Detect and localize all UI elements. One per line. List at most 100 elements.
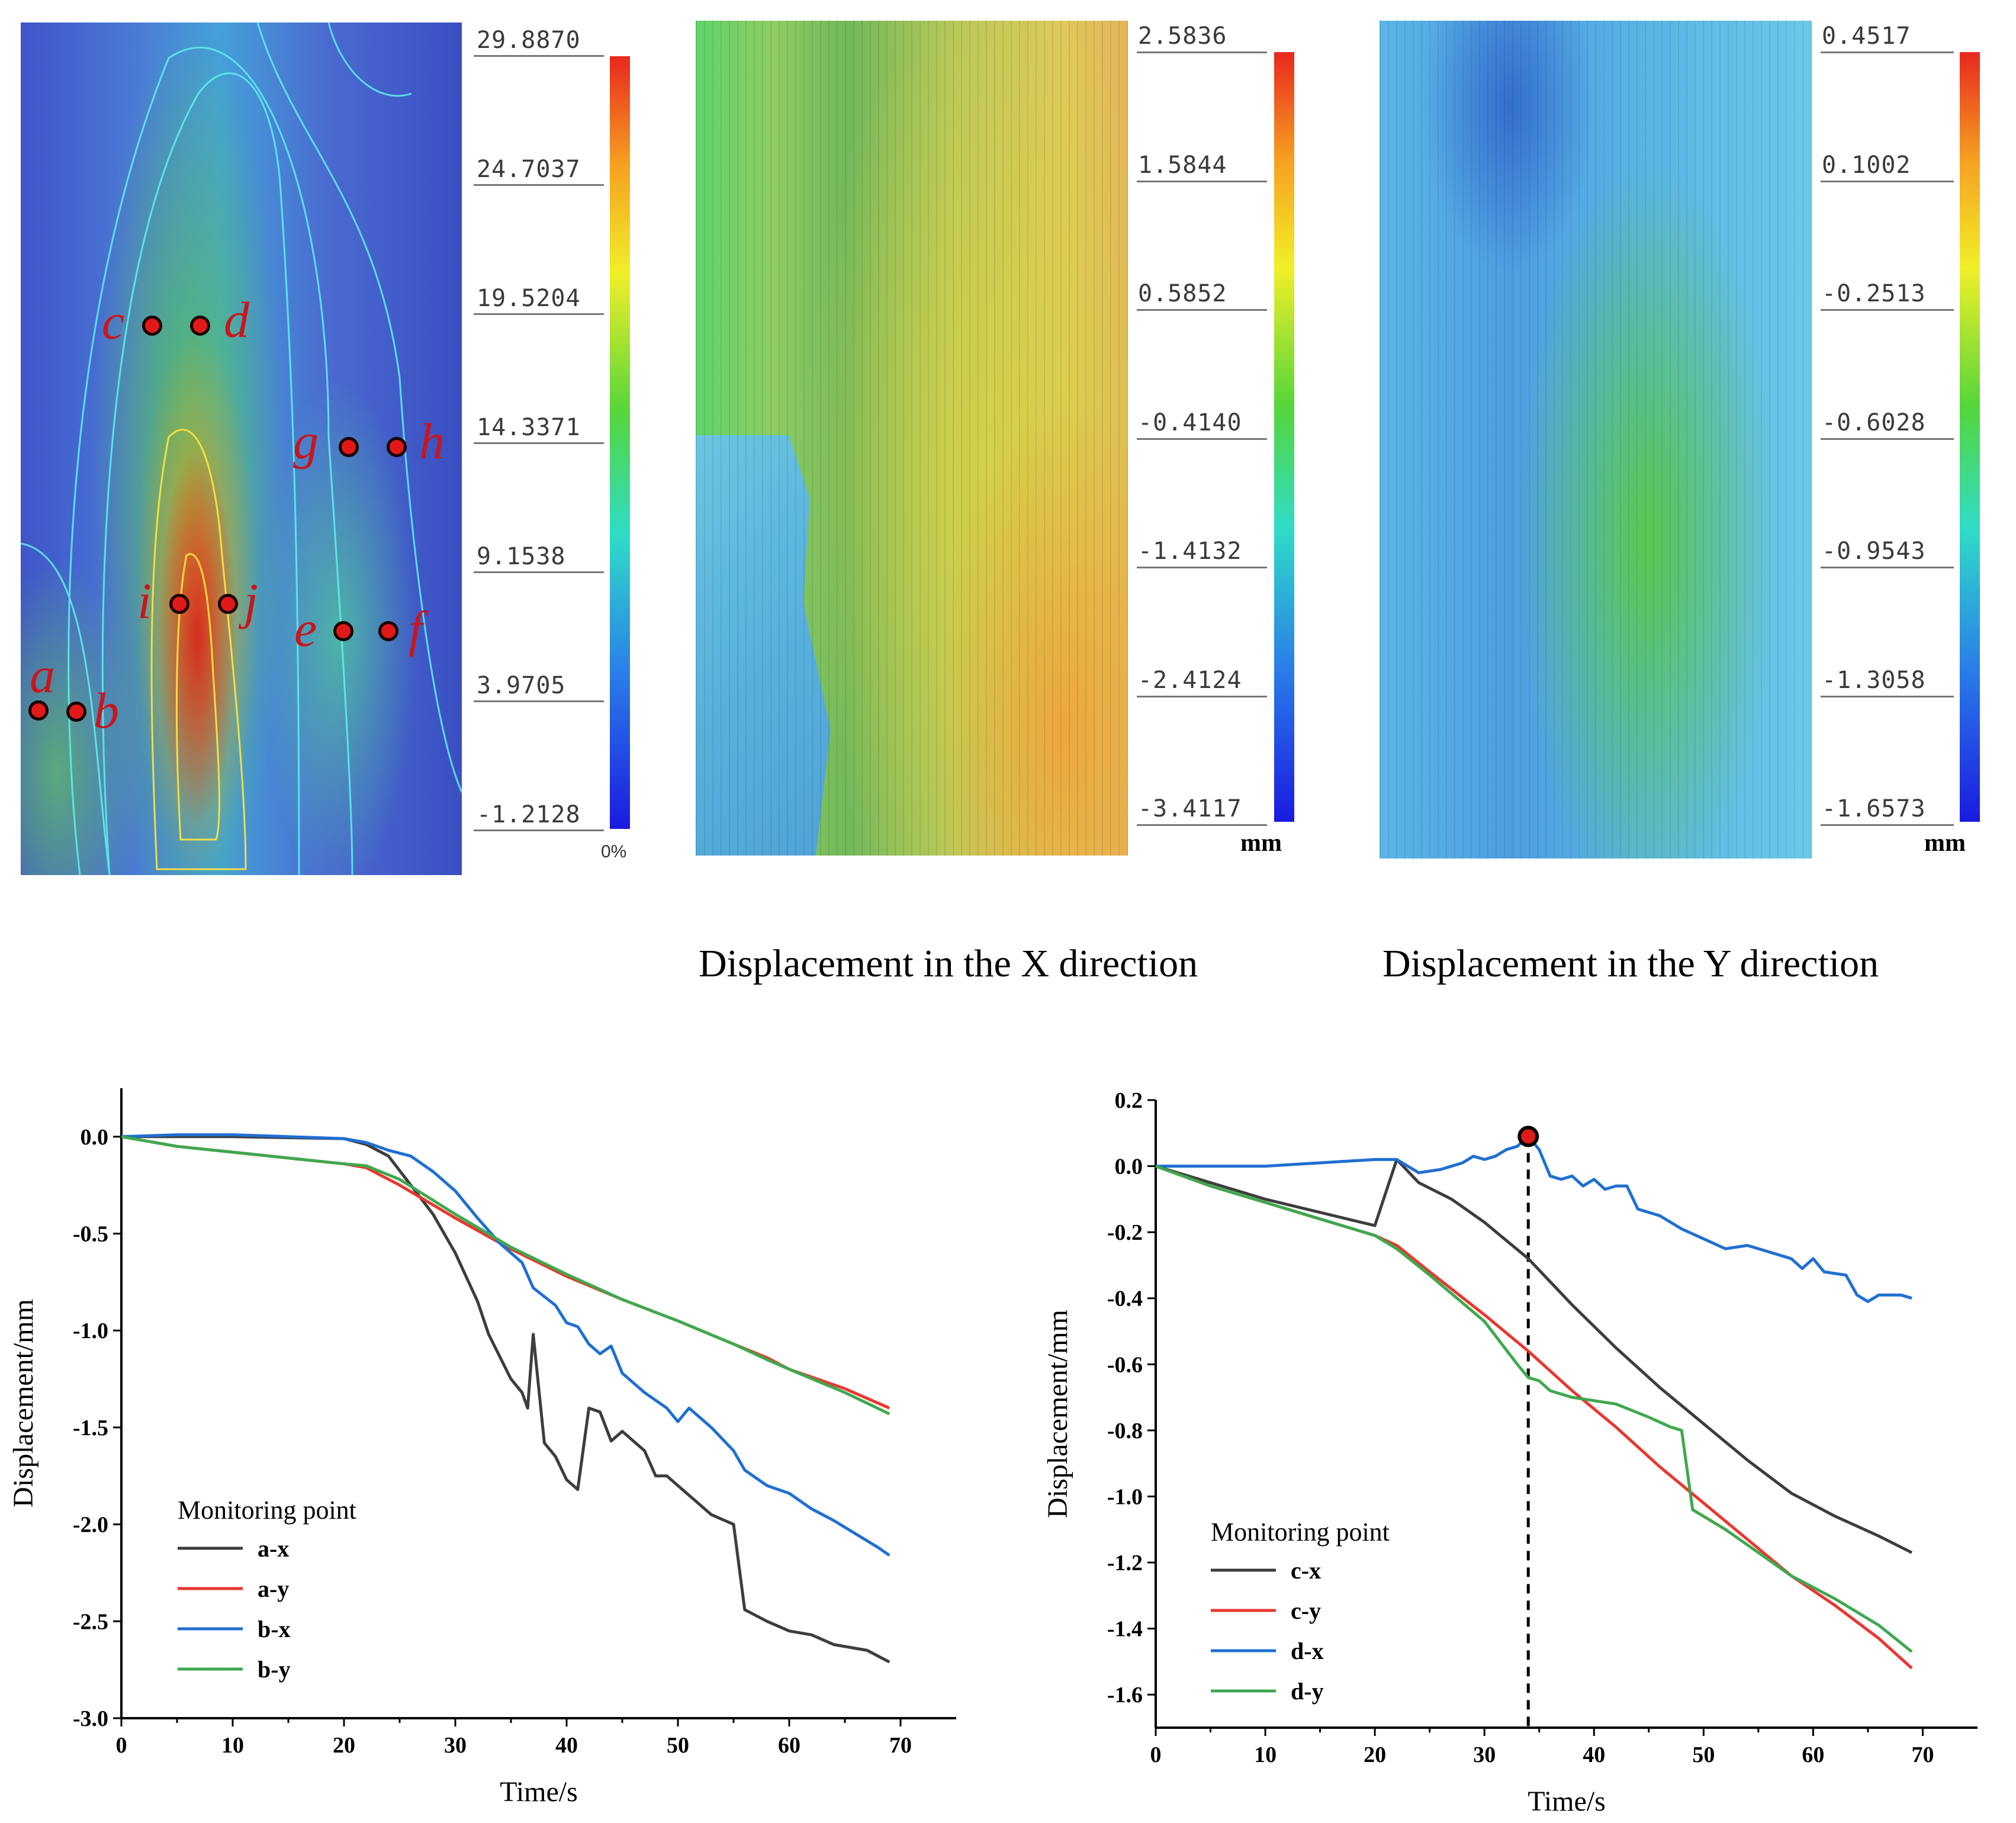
monitoring-point-j (218, 594, 238, 614)
strain-scale-label: -1.2128 (477, 801, 581, 828)
y-tick-label: -0.8 (1107, 1419, 1143, 1443)
x-unit-label: mm (1240, 829, 1282, 857)
x-tick-label: 50 (667, 1733, 689, 1758)
x-tick-label: 40 (555, 1733, 578, 1758)
y-tick-label: 0.2 (1115, 1088, 1143, 1113)
series-line-c-y (1155, 1165, 1913, 1670)
monitoring-point-a (28, 700, 49, 721)
monitoring-point-i (169, 594, 189, 614)
legend-label-b-y: b-y (258, 1656, 291, 1683)
x-tick-label: 20 (333, 1733, 355, 1758)
monitoring-point-g (339, 437, 359, 457)
x-scale-label: -2.4124 (1138, 667, 1242, 694)
displacement-chart-cd: 0 10 20 30 40 50 60 70 0.2 0.0 -0.2 -0.4 -0.6 -0.8 -1.… (1042, 1088, 1978, 1817)
legend-title: Monitoring point (1211, 1517, 1390, 1547)
x-axis-label: Time/s (1528, 1786, 1606, 1817)
y-tick-label: -1.5 (73, 1416, 108, 1441)
point-label-b: b (94, 682, 119, 739)
y-displacement-map (1380, 21, 1812, 859)
y-scale-label: -1.3058 (1822, 667, 1926, 694)
y-scale-label: -0.9543 (1822, 538, 1926, 565)
legend-label-b-x: b-x (258, 1616, 291, 1642)
series-line-d-x (1156, 1134, 1912, 1303)
x-scale-label: -0.4140 (1138, 409, 1242, 436)
series-line-a-x (121, 1135, 890, 1664)
x-tick-label: 70 (1911, 1742, 1934, 1767)
y-displacement-colorbar (1960, 52, 1980, 822)
point-label-j: j (244, 573, 258, 629)
x-tick-label: 10 (1254, 1742, 1277, 1767)
x-axis-label: Time/s (500, 1776, 578, 1808)
x-tick-label: 10 (221, 1733, 244, 1758)
y-tick-label: -1.4 (1107, 1617, 1143, 1642)
x-tick-label: 30 (1473, 1742, 1496, 1767)
point-label-g: g (293, 413, 319, 470)
point-label-e: e (294, 600, 317, 657)
monitoring-point-c (142, 316, 162, 336)
y-tick-label: -0.5 (73, 1222, 108, 1247)
y-tick-label: -0.6 (1107, 1352, 1143, 1377)
legend-label-d-x: d-x (1291, 1638, 1324, 1664)
monitoring-point-d (190, 316, 210, 336)
strain-scale-label: 14.3371 (477, 414, 581, 441)
legend-label-a-y: a-y (258, 1576, 289, 1602)
x-displacement-colorbar (1274, 52, 1294, 822)
x-tick-label: 60 (1802, 1742, 1824, 1767)
strain-scale-label: 3.9705 (477, 672, 566, 699)
point-label-h: h (419, 413, 445, 470)
x-tick-label: 0 (1150, 1742, 1162, 1767)
point-label-i: i (137, 573, 152, 629)
series-line-b-y (121, 1135, 890, 1416)
y-tick-label: -3.0 (73, 1706, 108, 1731)
y-tick-label: -1.0 (73, 1319, 108, 1343)
y-tick-label: 0.0 (1115, 1155, 1143, 1179)
displacement-chart-ab: 0 10 20 30 40 50 60 70 0.0 -0.5 -1.0 -1.5 -2.0 -2.5 -3… (8, 1088, 956, 1808)
x-scale-label: 1.5844 (1138, 152, 1227, 179)
x-tick-label: 50 (1692, 1742, 1715, 1767)
strain-scale-label: 9.1538 (477, 543, 566, 570)
y-scale-label: 0.4517 (1822, 22, 1911, 50)
monitoring-point-e (333, 621, 353, 641)
y-scale-label: -0.2513 (1822, 280, 1926, 307)
y-tick-label: -2.5 (73, 1609, 108, 1634)
y-axis-label: Displacement/mm (8, 1299, 39, 1507)
x-tick-label: 40 (1583, 1742, 1605, 1767)
x-tick-label: 30 (444, 1733, 467, 1758)
series-line-b-x (121, 1133, 890, 1557)
x-displacement-map (696, 21, 1128, 856)
x-tick-label: 70 (889, 1733, 912, 1758)
x-displacement-caption: Displacement in the X direction (699, 942, 1198, 985)
x-tick-label: 60 (778, 1733, 800, 1758)
legend-label-d-y: d-y (1291, 1678, 1324, 1705)
x-tick-label: 20 (1364, 1742, 1386, 1767)
y-scale-label: 0.1002 (1822, 152, 1911, 179)
y-displacement-caption: Displacement in the Y direction (1382, 942, 1879, 985)
point-label-f: f (409, 600, 423, 657)
x-scale-label: 0.5852 (1138, 280, 1227, 307)
y-axis-label: Displacement/mm (1042, 1310, 1073, 1518)
monitoring-point-f (378, 621, 398, 641)
y-tick-label: -0.4 (1107, 1287, 1143, 1311)
legend-title: Monitoring point (178, 1496, 356, 1525)
x-scale-label: 2.5836 (1138, 22, 1227, 50)
peak-marker (1517, 1126, 1539, 1147)
y-tick-label: -1.0 (1107, 1484, 1143, 1509)
y-tick-label: -1.2 (1107, 1551, 1143, 1576)
y-tick-label: -0.2 (1107, 1220, 1143, 1245)
x-scale-label: -1.4132 (1138, 538, 1242, 565)
strain-scale-label: 24.7037 (477, 156, 581, 183)
y-scale-label: -1.6573 (1822, 795, 1926, 822)
legend-label-c-x: c-x (1291, 1557, 1321, 1584)
strain-colorbar (610, 56, 630, 829)
point-label-a: a (30, 647, 55, 703)
y-tick-label: 0.0 (81, 1125, 109, 1150)
point-label-d: d (224, 291, 249, 348)
strain-scale-label: 29.8870 (477, 27, 581, 54)
y-tick-label: -1.6 (1107, 1683, 1143, 1708)
strain-unit-label: 0% (601, 842, 627, 861)
monitoring-point-b (66, 702, 86, 722)
legend-label-c-y: c-y (1291, 1597, 1321, 1624)
legend-label-a-x: a-x (258, 1535, 289, 1562)
series-line-c-x (1155, 1158, 1913, 1554)
strain-contours (21, 22, 462, 875)
